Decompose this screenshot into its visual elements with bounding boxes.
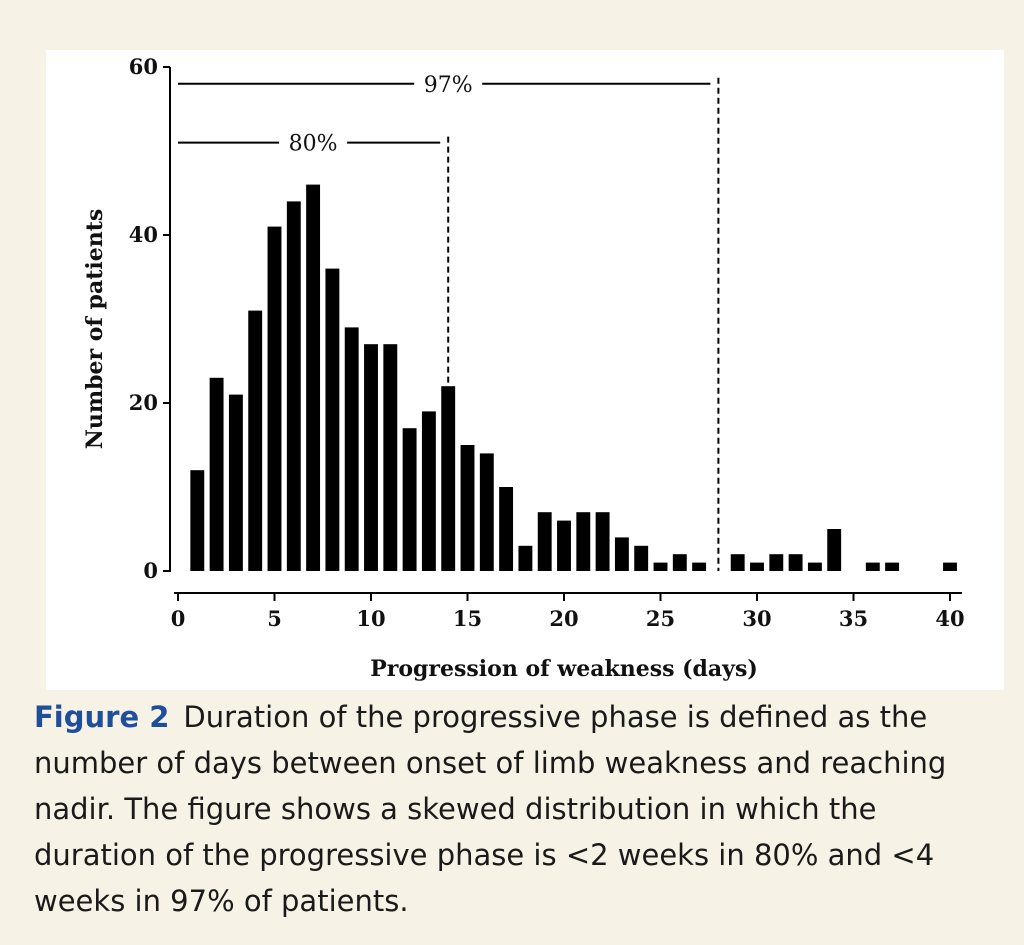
x-tick-label: 15 [453,606,482,631]
bar [865,562,880,571]
x-tick-label: 35 [839,606,868,631]
bar [286,201,301,571]
bar [479,453,494,571]
y-axis-title: Number of patients [82,209,108,450]
y-tick-label: 60 [129,54,158,79]
bar [653,562,668,571]
figure-caption: Figure 2 Duration of the progressive phas… [34,694,994,924]
x-tick-label: 30 [742,606,771,631]
bar [730,554,745,571]
bar [672,554,687,571]
bar [306,184,321,571]
bar [537,512,552,571]
x-tick-label: 10 [356,606,385,631]
bar [228,394,243,571]
bar [557,520,571,571]
bar [421,411,436,571]
y-tick-label: 20 [129,390,158,415]
bar [750,562,764,571]
bar [788,554,803,571]
x-tick-label: 25 [646,606,675,631]
bar [248,310,263,571]
bar [209,377,224,571]
bar [576,512,591,571]
bar [827,529,842,571]
bar [885,562,900,571]
x-tick-label: 40 [935,606,964,631]
bar [518,545,533,571]
y-tick-label: 40 [129,222,158,247]
bar [807,562,822,571]
bar [267,226,282,571]
annotation-label: 80% [289,132,338,157]
y-tick-label: 0 [143,558,158,583]
bar [325,268,340,571]
caption-text: Duration of the progressive phase is def… [34,700,947,918]
bar [344,327,359,571]
x-axis-title: Progression of weakness (days) [370,656,758,682]
bar [402,428,417,571]
annotation-label: 97% [424,73,473,98]
bar [943,562,957,571]
bar [595,512,610,571]
bar [364,344,378,571]
bar [769,554,784,571]
bar [460,445,475,571]
x-tick-label: 0 [171,606,186,631]
figure-frame: 0 20 40 60 0 5 10 15 20 25 30 35 40 Progression of we… [14,16,1008,934]
x-tick-label: 5 [267,606,282,631]
bar [499,487,514,571]
bar [383,344,398,571]
x-tick-label: 20 [549,606,578,631]
chart-panel: 0 20 40 60 0 5 10 15 20 25 30 35 40 Progression of we… [46,50,1004,690]
bar-chart: 0 20 40 60 0 5 10 15 20 25 30 35 40 Progression of we… [82,54,965,682]
bar [692,562,707,571]
bar [614,537,629,571]
bar [190,470,205,571]
bar [634,545,649,571]
figure-label: Figure 2 [34,700,170,734]
